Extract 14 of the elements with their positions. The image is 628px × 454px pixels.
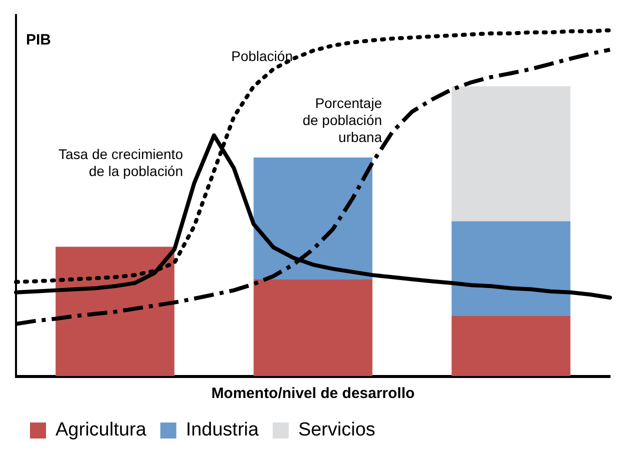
bar bbox=[254, 280, 372, 376]
bar bbox=[254, 158, 372, 280]
legend-label: Servicios bbox=[298, 420, 376, 441]
legend-label: Agricultura bbox=[56, 420, 147, 441]
bar bbox=[452, 316, 570, 376]
bar bbox=[56, 246, 174, 376]
y-axis-title: PIB bbox=[26, 32, 52, 49]
series-label: Tasa de crecimiento de la población bbox=[58, 146, 184, 179]
series-label: Porcentaje de población urbana bbox=[302, 94, 382, 145]
x-axis-title: Momento/nivel de desarrollo bbox=[211, 385, 415, 402]
bar bbox=[452, 86, 570, 222]
legend-label: Industria bbox=[186, 420, 260, 441]
bar bbox=[452, 221, 570, 316]
series-label: Población bbox=[231, 48, 293, 64]
